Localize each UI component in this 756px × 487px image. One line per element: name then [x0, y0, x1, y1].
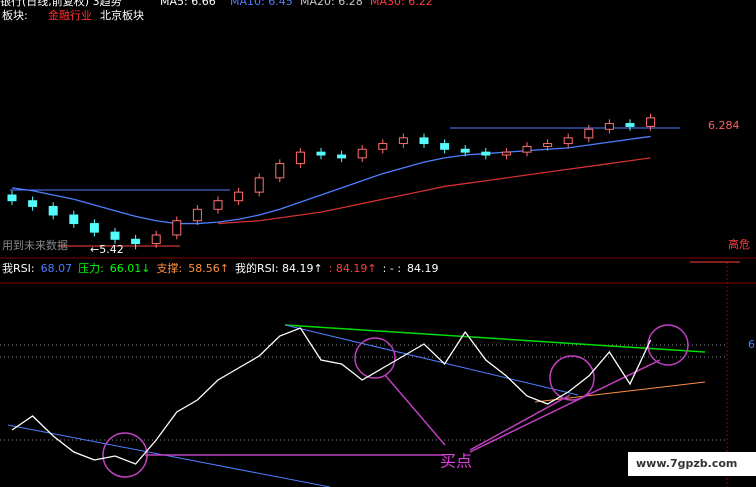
candle-body	[625, 123, 635, 127]
ma-label: MA30: 6.22	[370, 0, 433, 8]
ma-label: MA20: 6.28	[300, 0, 363, 8]
line-series	[11, 327, 652, 465]
line-series	[217, 157, 651, 225]
rsi-header: 58.56↑	[188, 262, 229, 275]
candle-body	[378, 143, 388, 150]
candle-body	[69, 214, 79, 225]
rsi-header: : - :	[383, 262, 401, 275]
candle-body	[110, 231, 120, 240]
candle-body	[234, 191, 244, 202]
candle-body	[316, 151, 326, 156]
title: 银行(日线,前复权) 3趋势	[0, 0, 122, 8]
price-mark: 6.284	[708, 119, 740, 132]
rsi-header: 66.01↓	[110, 262, 151, 275]
candle-body	[584, 128, 594, 139]
right-cut: 6	[748, 338, 755, 351]
candle-body	[646, 117, 656, 127]
circles	[102, 324, 689, 478]
rsi-header: 我的RSI: 84.19↑	[235, 261, 323, 275]
low-mark: ←5.42	[90, 243, 124, 256]
candle-body	[419, 137, 429, 145]
candle-body	[440, 143, 450, 150]
rsi-header: 我RSI:	[2, 262, 35, 275]
candle-body	[192, 208, 202, 222]
sector-label: 板块:	[2, 8, 28, 22]
candle-body	[213, 200, 223, 210]
sector-item: 金融行业	[48, 8, 92, 22]
resistance-line	[284, 324, 706, 353]
line-series	[11, 135, 651, 225]
rsi-header: : 84.19↑	[329, 262, 377, 275]
support-line	[534, 381, 706, 403]
ma-label: MA5: 6.66	[160, 0, 216, 8]
candle-body	[254, 177, 264, 193]
danger: 高危	[728, 237, 750, 251]
trend-line	[7, 424, 331, 487]
candle-body	[28, 200, 38, 207]
ma-label: MA10: 6.45	[230, 0, 293, 8]
candle-body	[337, 154, 347, 159]
buy-point: 买点	[440, 452, 472, 471]
candle-body	[460, 148, 470, 153]
candle-body	[275, 163, 285, 179]
sector-item: 北京板块	[100, 8, 144, 22]
candle-body	[151, 234, 161, 245]
candle-body	[481, 151, 491, 156]
trend-line	[284, 324, 579, 396]
candle-body	[295, 151, 305, 165]
candle-body	[563, 137, 573, 145]
candle-body	[543, 143, 553, 147]
candle-body	[48, 205, 58, 216]
watermark: www.7gpzb.com	[636, 457, 737, 470]
candle-body	[522, 145, 532, 153]
candle-body	[357, 148, 367, 159]
rsi-header: 支撑:	[157, 261, 183, 275]
rsi-header: 压力:	[78, 262, 104, 275]
candle-body	[398, 137, 408, 145]
candle-body	[501, 151, 511, 156]
rsi-header: 68.07	[41, 262, 73, 275]
candle-body	[131, 238, 141, 245]
candle-body	[89, 223, 99, 233]
watermark-bg	[628, 452, 756, 476]
note: 用到未来数据	[2, 238, 68, 252]
candle-body	[172, 220, 182, 236]
rsi-header: 84.19	[407, 262, 439, 275]
candle-body	[7, 194, 17, 202]
candle-body	[604, 123, 614, 130]
